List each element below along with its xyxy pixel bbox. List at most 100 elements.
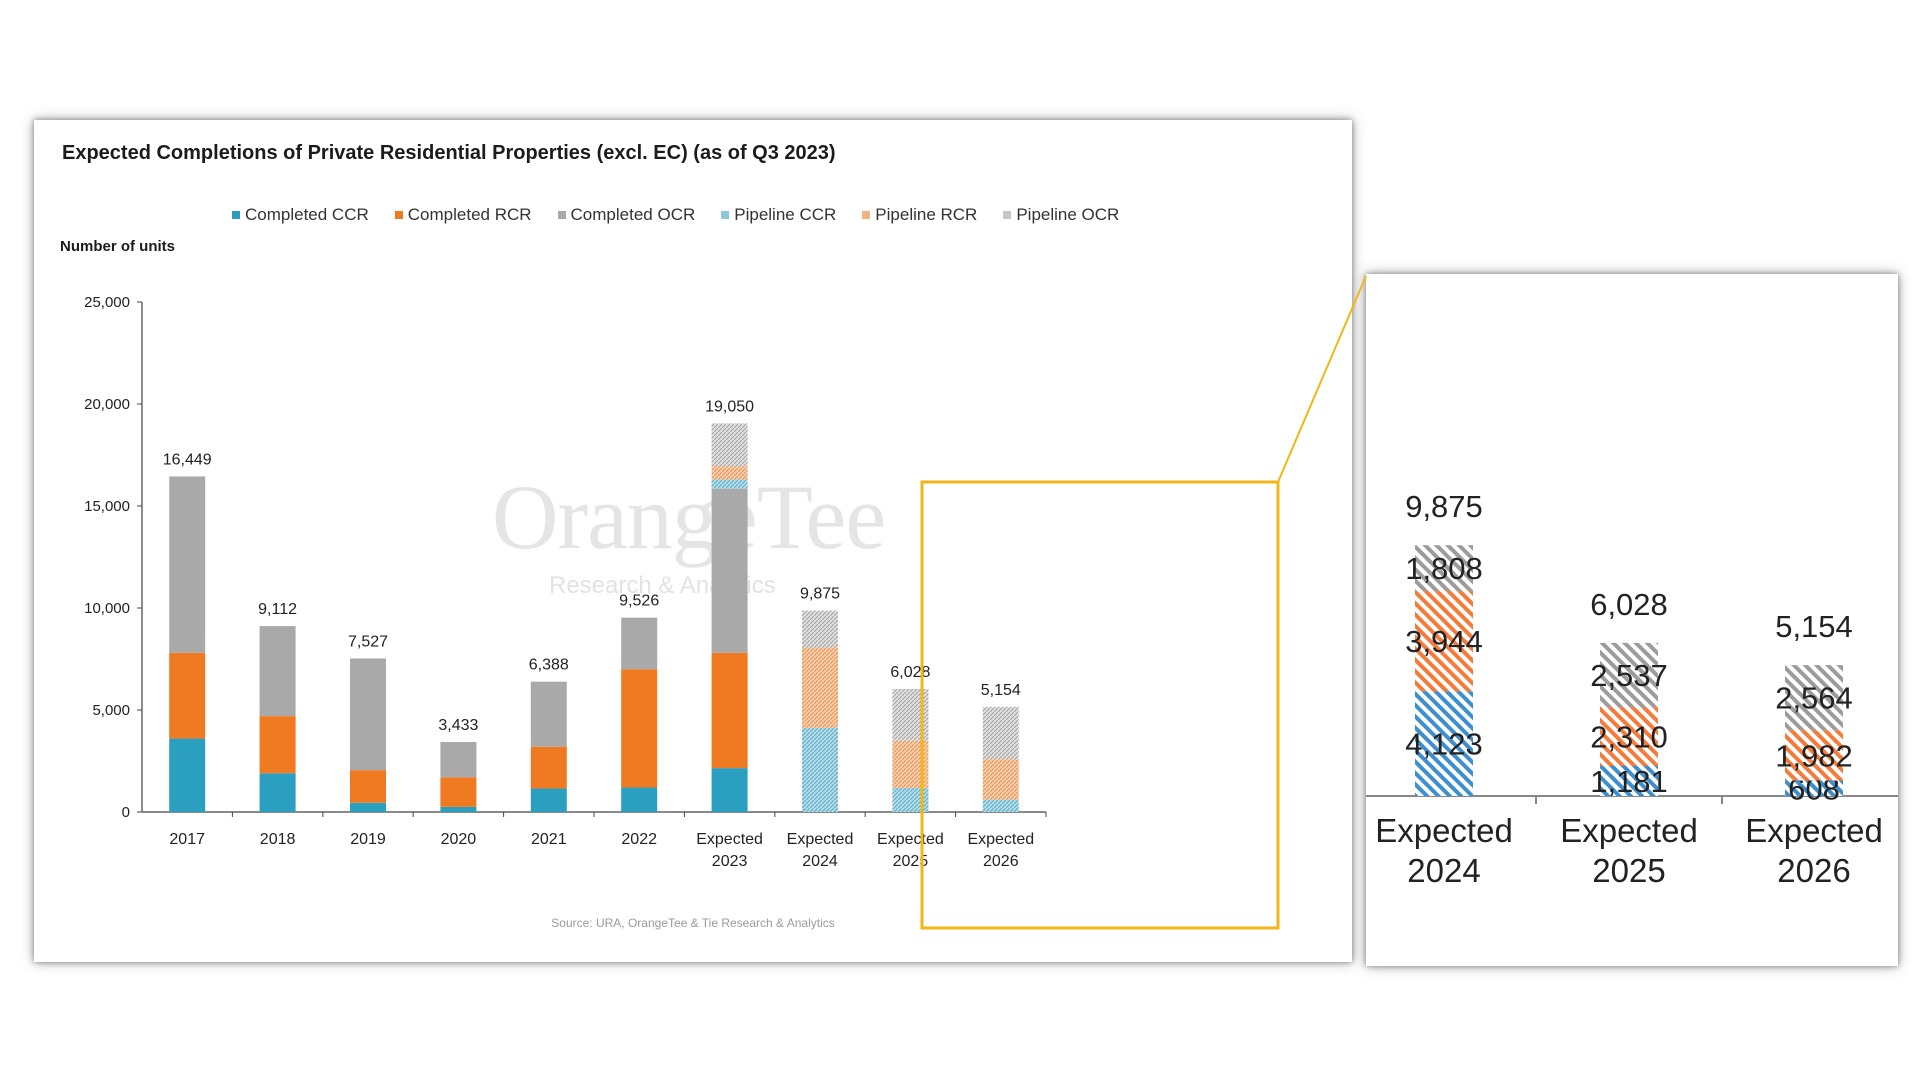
- legend-swatch: [394, 211, 403, 219]
- bar-segment-completed-ccr: [711, 768, 748, 812]
- zoom-bar-segment-pipeline-rcr: [1785, 730, 1843, 781]
- zoom-bar-segment-pipeline-ocr: [1415, 545, 1473, 592]
- zoom-segment-label: 3,944: [1405, 624, 1483, 659]
- bar-segment-completed-rcr: [259, 716, 296, 774]
- bar-segment-completed-rcr: [350, 770, 386, 803]
- x-category-label: 2017: [169, 831, 205, 848]
- bar-segment-pipeline-rcr: [802, 647, 838, 728]
- zoom-category-label: Expected: [1375, 812, 1513, 849]
- bar-segment-completed-rcr: [711, 652, 748, 769]
- bar-segment-completed-ccr: [530, 788, 567, 812]
- zoom-category-label: 2026: [1777, 852, 1850, 889]
- zoom-category-label: 2024: [1407, 852, 1480, 889]
- x-category-label: 2018: [260, 831, 296, 848]
- zoom-connector-line: [1277, 275, 1367, 483]
- x-category-label: 2022: [621, 831, 657, 848]
- legend-label: Pipeline OCR: [1016, 205, 1120, 224]
- chart-legend: Completed CCR Completed RCR Completed OCR P…: [232, 204, 1145, 226]
- legend-swatch: [721, 211, 730, 219]
- bar-segment-completed-rcr: [440, 777, 477, 807]
- zoom-bar-segment-pipeline-rcr: [1600, 707, 1658, 767]
- bar-segment-completed-ocr: [711, 488, 748, 653]
- bar-segment-pipeline-ocr: [982, 706, 1019, 760]
- legend-item-completed-ocr: Completed OCR: [557, 205, 695, 225]
- bar-total-label: 16,449: [163, 451, 212, 468]
- y-tick-label: 15,000: [84, 498, 130, 515]
- legend-swatch: [232, 211, 240, 219]
- zoom-total-label: 5,154: [1775, 609, 1853, 644]
- x-category-label: 2023: [712, 853, 748, 870]
- x-category-label: 2019: [350, 831, 386, 848]
- bar-total-label: 9,526: [619, 593, 659, 610]
- zoom-bar-segment-pipeline-ccr: [1600, 766, 1658, 796]
- bar-segment-completed-ccr: [259, 773, 296, 812]
- x-category-label: Expected: [877, 831, 944, 848]
- bar-segment-completed-ccr: [350, 802, 386, 812]
- zoom-segment-label: 1,982: [1775, 738, 1853, 773]
- bar-segment-completed-ocr: [350, 658, 386, 771]
- zoom-total-label: 9,875: [1405, 489, 1483, 524]
- bar-segment-pipeline-rcr: [982, 759, 1019, 800]
- bar-segment-completed-ocr: [259, 626, 296, 717]
- x-category-label: Expected: [967, 831, 1034, 848]
- zoom-segment-label: 2,310: [1590, 720, 1668, 755]
- highlight-box: [920, 480, 1280, 930]
- bar-segment-completed-ocr: [621, 617, 658, 670]
- y-tick-label: 10,000: [84, 600, 130, 617]
- x-category-label: 2020: [441, 831, 477, 848]
- bar-segment-pipeline-ccr: [711, 479, 748, 489]
- bar-segment-completed-rcr: [530, 746, 567, 789]
- legend-item-completed-ccr: Completed CCR: [232, 205, 369, 225]
- y-tick-label: 5,000: [92, 702, 130, 719]
- zoom-category-label: Expected: [1560, 812, 1698, 849]
- bar-segment-completed-ccr: [169, 738, 206, 812]
- zoom-category-label: Expected: [1745, 812, 1883, 849]
- legend-item-pipeline-rcr: Pipeline RCR: [862, 205, 977, 225]
- zoom-bar-segment-pipeline-ocr: [1785, 665, 1843, 731]
- x-category-label: 2021: [531, 831, 567, 848]
- bar-total-label: 7,527: [348, 633, 388, 650]
- zoom-bar-segment-pipeline-ccr: [1785, 780, 1843, 796]
- bar-total-label: 19,050: [705, 398, 754, 415]
- bar-total-label: 6,388: [529, 657, 569, 674]
- zoom-category-label: 2025: [1592, 852, 1665, 889]
- main-chart-svg: 0 5,000 10,000 15,000 20,000 25,000 16,449 2017…: [84, 294, 1047, 870]
- legend-item-completed-rcr: Completed RCR: [394, 205, 532, 225]
- zoom-chart-panel: 4,123 3,944 1,808 9,875 Expected 2024 1,181 2,3…: [1366, 274, 1898, 966]
- bar-segment-pipeline-ocr: [802, 610, 838, 648]
- legend-swatch: [1003, 211, 1012, 219]
- watermark-logo: OrangeTee: [492, 466, 886, 568]
- zoom-chart-svg: 4,1233,9441,8089,875Expected20241,1812,3…: [1366, 489, 1898, 889]
- bar-segment-completed-ccr: [621, 787, 658, 812]
- source-note: Source: URA, OrangeTee & Tie Research & …: [551, 916, 835, 930]
- bar-segment-pipeline-rcr: [711, 466, 748, 480]
- bar-total-label: 9,112: [258, 601, 297, 618]
- x-category-label: Expected: [696, 831, 763, 848]
- bar-segment-completed-rcr: [621, 669, 658, 788]
- zoom-bar-segment-pipeline-rcr: [1415, 591, 1473, 692]
- bar-segment-completed-ccr: [440, 806, 477, 812]
- bar-segment-pipeline-ccr: [802, 727, 838, 812]
- y-tick-label: 20,000: [84, 396, 130, 413]
- zoom-segment-label: 1,808: [1405, 551, 1483, 586]
- legend-label: Pipeline RCR: [875, 205, 978, 224]
- x-category-label: 2024: [802, 853, 838, 870]
- bar-total-label: 3,433: [438, 717, 478, 734]
- legend-swatch: [557, 211, 566, 219]
- x-category-label: Expected: [787, 831, 854, 848]
- y-axis-title: Number of units: [60, 238, 175, 255]
- zoom-total-label: 6,028: [1590, 587, 1668, 622]
- legend-item-pipeline-ccr: Pipeline CCR: [721, 205, 836, 225]
- zoom-segment-label: 2,564: [1775, 681, 1853, 716]
- y-tick-label: 25,000: [84, 294, 130, 311]
- legend-label: Pipeline CCR: [734, 205, 837, 224]
- zoom-segment-label: 1,181: [1590, 764, 1668, 799]
- chart-title: Expected Completions of Private Resident…: [62, 142, 836, 164]
- y-tick-label: 0: [122, 804, 130, 821]
- bar-segment-completed-ocr: [530, 681, 567, 747]
- x-category-label: 2026: [983, 853, 1019, 870]
- zoom-segment-label: 4,123: [1405, 727, 1483, 762]
- bar-segment-pipeline-ccr: [982, 799, 1019, 812]
- legend-swatch: [862, 211, 871, 219]
